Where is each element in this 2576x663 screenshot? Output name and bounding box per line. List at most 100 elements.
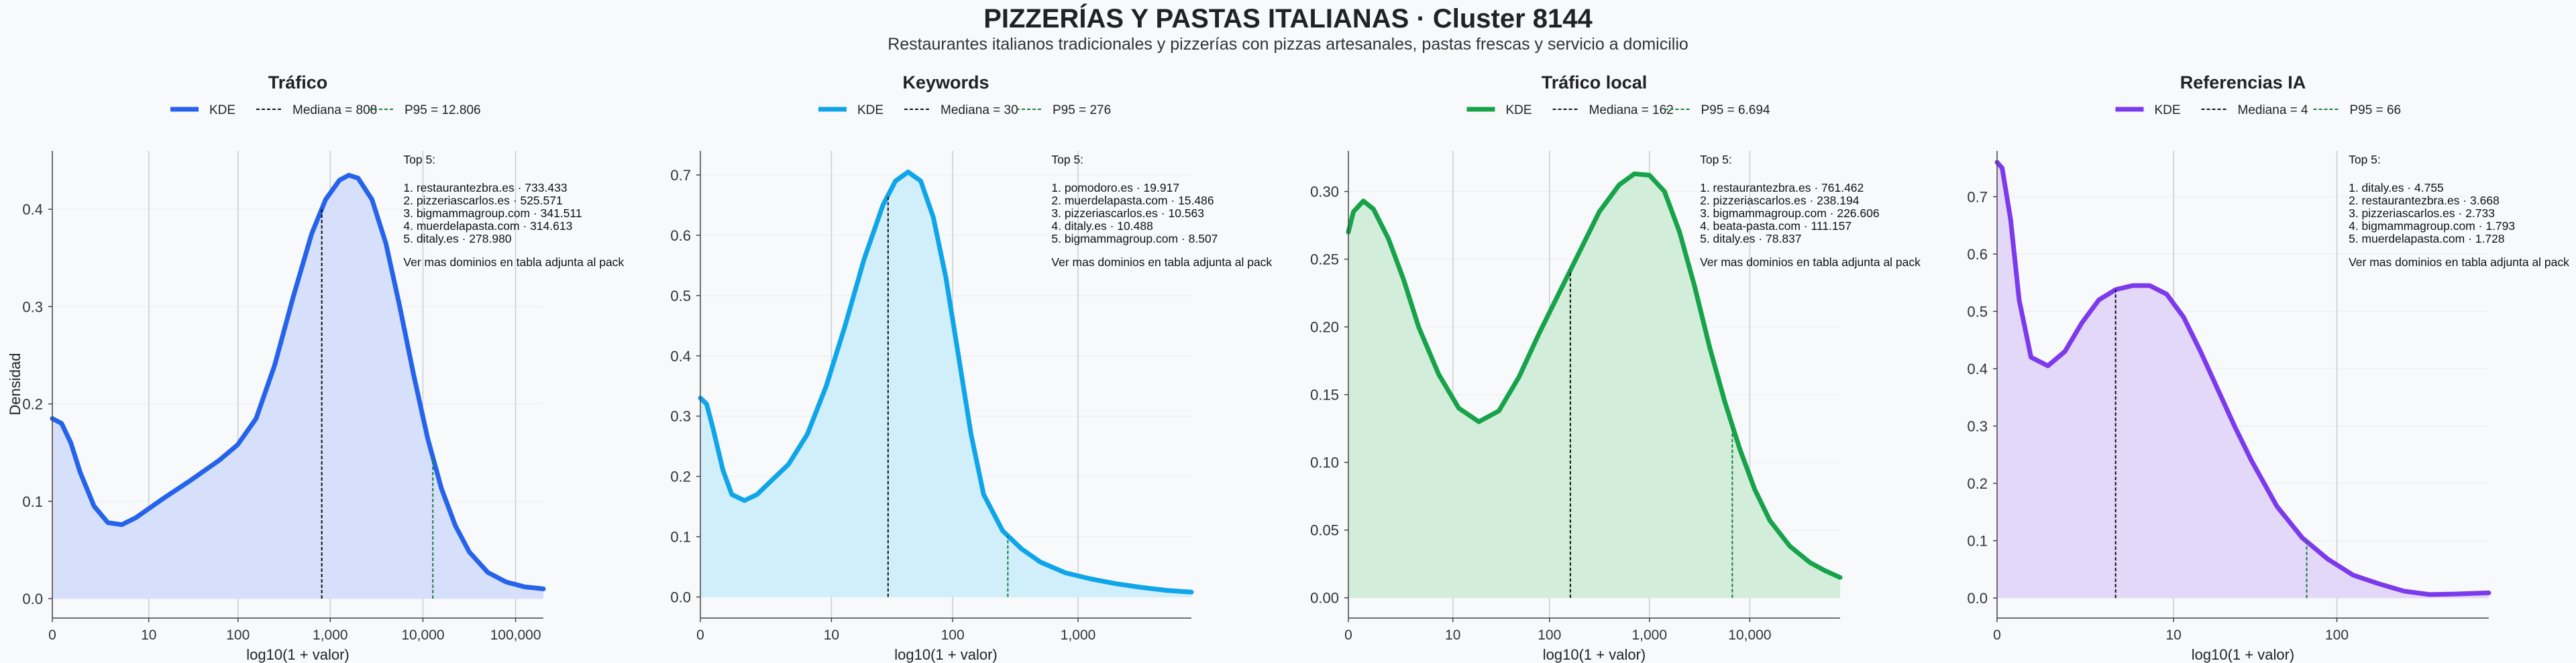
x-axis-label: log10(1 + valor) bbox=[1543, 646, 1646, 663]
y-tick-label: 0.3 bbox=[22, 298, 43, 315]
top5-item: 2. pizzeriascarlos.es · 525.571 bbox=[403, 194, 562, 207]
x-tick-label: 100,000 bbox=[490, 627, 541, 643]
legend-kde-label: KDE bbox=[1506, 103, 1532, 117]
y-tick-label: 0.7 bbox=[670, 167, 691, 184]
x-axis-label: log10(1 + valor) bbox=[2192, 646, 2294, 663]
chart-panel-1: Tráfico KDE Mediana = 808 P95 = 12.806 0.0 0.… bbox=[22, 72, 624, 663]
x-tick-label: 1,000 bbox=[1631, 627, 1667, 643]
page-title: PIZZERÍAS Y PASTAS ITALIANAS · Cluster 8… bbox=[983, 4, 1593, 34]
legend-median-label: Mediana = 30 bbox=[941, 103, 1018, 117]
panel-title: Referencias IA bbox=[2180, 72, 2306, 93]
x-tick-label: 10 bbox=[824, 627, 839, 643]
top5-header: Top 5: bbox=[1700, 153, 1732, 166]
top5-item: 3. bigmammagroup.com · 226.606 bbox=[1700, 206, 1880, 220]
kde-area bbox=[1997, 162, 2489, 599]
y-tick-label: 0.5 bbox=[1967, 303, 1988, 320]
x-axis-label: log10(1 + valor) bbox=[894, 646, 997, 663]
chart-panel-4: Referencias IA KDE Mediana = 4 P95 = 66 0.0 0… bbox=[1967, 72, 2569, 663]
y-tick-label: 0.0 bbox=[22, 591, 43, 607]
page-subtitle: Restaurantes italianos tradicionales y p… bbox=[888, 35, 1688, 54]
legend-median-label: Mediana = 808 bbox=[292, 103, 377, 117]
y-tick-label: 0.7 bbox=[1967, 188, 1988, 205]
more-note: Ver mas dominios en tabla adjunta al pac… bbox=[1700, 255, 1921, 269]
y-tick-label: 0.6 bbox=[1967, 246, 1988, 263]
y-tick-label: 0.6 bbox=[670, 227, 691, 244]
x-tick-label: 0 bbox=[696, 627, 704, 643]
y-tick-label: 0.00 bbox=[1310, 590, 1339, 607]
legend-kde-label: KDE bbox=[2155, 103, 2181, 117]
x-tick-label: 1,000 bbox=[313, 627, 348, 643]
top5-item: 5. ditaly.es · 278.980 bbox=[403, 232, 511, 245]
top5-item: 3. bigmammagroup.com · 341.511 bbox=[403, 206, 582, 220]
panel-title: Tráfico local bbox=[1542, 72, 1648, 93]
top5-item: 1. pomodoro.es · 19.917 bbox=[1051, 181, 1179, 194]
x-tick-label: 1,000 bbox=[1061, 627, 1096, 643]
y-tick-label: 0.15 bbox=[1310, 387, 1339, 404]
x-tick-label: 100 bbox=[1538, 627, 1561, 643]
kde-area bbox=[1348, 174, 1840, 598]
x-tick-label: 10 bbox=[141, 627, 156, 643]
y-tick-label: 0.20 bbox=[1310, 319, 1339, 336]
legend-p95-label: P95 = 6.694 bbox=[1701, 103, 1770, 117]
x-tick-label: 10 bbox=[2165, 627, 2181, 643]
top5-item: 5. bigmammagroup.com · 8.507 bbox=[1051, 232, 1218, 245]
legend-kde-label: KDE bbox=[209, 103, 235, 117]
top5-item: 2. pizzeriascarlos.es · 238.194 bbox=[1700, 194, 1860, 207]
top5-header: Top 5: bbox=[1051, 153, 1083, 166]
top5-item: 4. muerdelapasta.com · 314.613 bbox=[403, 219, 572, 233]
panel-title: Keywords bbox=[902, 72, 989, 93]
top5-item: 1. restaurantezbra.es · 761.462 bbox=[1700, 181, 1864, 194]
kde-line bbox=[50, 172, 546, 591]
y-tick-label: 0.10 bbox=[1310, 455, 1339, 471]
y-tick-label: 0.4 bbox=[670, 348, 691, 365]
x-tick-label: 10 bbox=[1445, 627, 1460, 643]
y-tick-label: 0.2 bbox=[22, 396, 43, 413]
top5-item: 5. muerdelapasta.com · 1.728 bbox=[2349, 232, 2505, 245]
x-tick-label: 0 bbox=[48, 627, 56, 643]
top5-item: 4. ditaly.es · 10.488 bbox=[1051, 219, 1152, 233]
legend-kde-label: KDE bbox=[857, 103, 883, 117]
x-tick-label: 100 bbox=[226, 627, 250, 643]
x-axis-label: log10(1 + valor) bbox=[246, 646, 349, 663]
y-tick-label: 0.25 bbox=[1310, 251, 1339, 268]
more-note: Ver mas dominios en tabla adjunta al pac… bbox=[1051, 255, 1272, 269]
top5-item: 3. pizzeriascarlos.es · 10.563 bbox=[1051, 206, 1204, 220]
y-tick-label: 0.3 bbox=[670, 408, 691, 425]
y-tick-label: 0.0 bbox=[670, 589, 691, 606]
top5-header: Top 5: bbox=[403, 153, 435, 166]
y-tick-label: 0.5 bbox=[670, 288, 691, 304]
y-tick-label: 0.2 bbox=[1967, 475, 1988, 492]
top5-item: 4. beata-pasta.com · 111.157 bbox=[1700, 219, 1851, 233]
top5-header: Top 5: bbox=[2349, 153, 2381, 166]
x-tick-label: 100 bbox=[941, 627, 965, 643]
top5-item: 3. pizzeriascarlos.es · 2.733 bbox=[2349, 206, 2495, 220]
kde-line bbox=[698, 170, 1194, 595]
kde-line bbox=[1994, 160, 2491, 597]
legend-p95-label: P95 = 12.806 bbox=[405, 103, 481, 117]
y-tick-label: 0.3 bbox=[1967, 418, 1988, 435]
x-tick-label: 100 bbox=[2325, 627, 2349, 643]
kde-line bbox=[1346, 171, 1843, 580]
y-axis-label: Densidad bbox=[7, 353, 23, 416]
y-tick-label: 0.0 bbox=[1967, 590, 1988, 607]
top5-item: 1. restaurantezbra.es · 733.433 bbox=[403, 181, 567, 194]
y-tick-label: 0.1 bbox=[22, 493, 43, 510]
more-note: Ver mas dominios en tabla adjunta al pac… bbox=[403, 255, 624, 269]
x-tick-label: 0 bbox=[1344, 627, 1352, 643]
y-tick-label: 0.1 bbox=[1967, 533, 1988, 550]
top5-item: 2. restaurantezbra.es · 3.668 bbox=[2349, 194, 2500, 207]
chart-panel-3: Tráfico local KDE Mediana = 162 P95 = 6.694… bbox=[1310, 72, 1921, 663]
y-tick-label: 0.30 bbox=[1310, 184, 1339, 200]
y-tick-label: 0.2 bbox=[670, 469, 691, 485]
legend-median-label: Mediana = 162 bbox=[1589, 103, 1674, 117]
chart-panel-2: Keywords KDE Mediana = 30 P95 = 276 0.0 0.1 0.… bbox=[670, 72, 1272, 663]
kde-area bbox=[700, 172, 1191, 597]
y-tick-label: 0.05 bbox=[1310, 522, 1339, 539]
panel-title: Tráfico bbox=[268, 72, 328, 93]
top5-item: 4. bigmammagroup.com · 1.793 bbox=[2349, 219, 2515, 233]
legend-median-label: Mediana = 4 bbox=[2238, 103, 2309, 117]
x-tick-label: 10,000 bbox=[401, 627, 444, 643]
x-tick-label: 10,000 bbox=[1728, 627, 1771, 643]
top5-item: 1. ditaly.es · 4.755 bbox=[2349, 181, 2444, 194]
